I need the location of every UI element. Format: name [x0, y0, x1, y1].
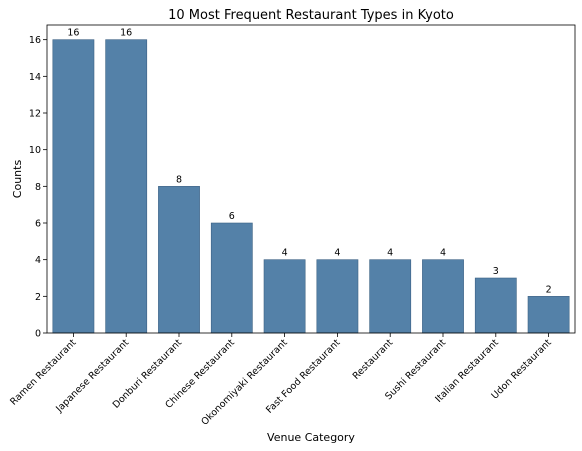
bar	[369, 259, 412, 334]
bar	[527, 296, 570, 334]
bar	[474, 277, 517, 334]
y-tick-label: 6	[35, 219, 41, 230]
bar-value-label: 4	[334, 248, 340, 259]
bar-value-label: 4	[440, 248, 446, 259]
y-tick-label: 4	[35, 255, 41, 266]
x-axis-label: Venue Category	[267, 431, 355, 444]
bar-value-label: 4	[387, 248, 393, 259]
bar-value-label: 4	[282, 248, 288, 259]
x-tick-label: Restaurant	[351, 337, 396, 382]
bar-value-label: 2	[546, 284, 552, 295]
y-tick-label: 10	[29, 145, 41, 156]
chart-title: 10 Most Frequent Restaurant Types in Kyo…	[168, 8, 454, 23]
bar-value-label: 16	[67, 28, 79, 39]
bar	[105, 39, 148, 334]
bar-value-label: 6	[229, 211, 235, 222]
y-axis-label: Counts	[11, 160, 24, 199]
bar-value-label: 16	[120, 28, 132, 39]
x-tick-label: Okonomiyaki Restaurant	[199, 337, 290, 428]
bar	[52, 39, 95, 334]
axes-frame	[46, 24, 576, 334]
bar	[422, 259, 464, 334]
y-tick-label: 0	[35, 329, 41, 340]
bar	[158, 186, 200, 334]
bar	[263, 259, 306, 334]
y-tick-label: 8	[35, 182, 41, 193]
bar-value-label: 3	[493, 266, 499, 277]
y-tick-label: 16	[29, 35, 41, 46]
bar	[210, 222, 253, 334]
bar-value-label: 8	[176, 174, 182, 185]
y-tick-label: 12	[29, 109, 41, 120]
bar	[316, 259, 359, 334]
y-tick-label: 14	[29, 72, 41, 83]
y-tick-label: 2	[35, 292, 41, 303]
